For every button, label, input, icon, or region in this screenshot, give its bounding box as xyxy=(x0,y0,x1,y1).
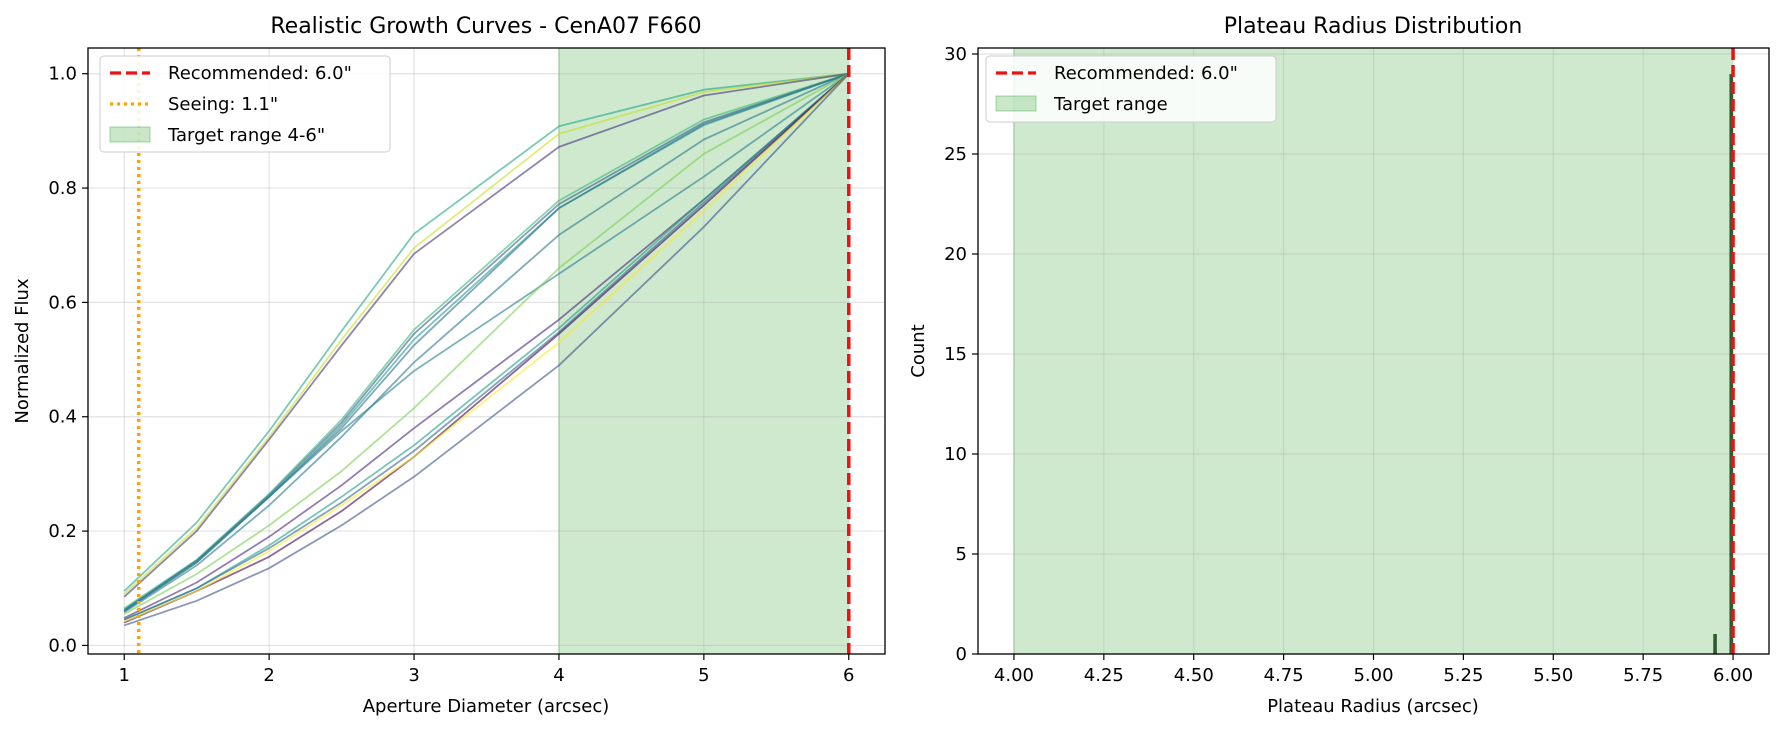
x-tick-label: 5.25 xyxy=(1443,665,1483,686)
growth-curve-curve-07 xyxy=(123,72,850,612)
histogram-bar xyxy=(1729,74,1734,654)
y-tick-label: 1.0 xyxy=(48,64,77,85)
target-range-span xyxy=(1013,48,1734,654)
y-tick-label: 0.0 xyxy=(48,635,77,656)
right-legend-box xyxy=(985,55,1277,123)
x-tick-label: 5.00 xyxy=(1353,665,1393,686)
y-tick-label: 0 xyxy=(956,644,967,665)
histogram-bar xyxy=(1713,634,1717,654)
x-tick-label: 1 xyxy=(119,665,130,686)
y-tick-label: 0.6 xyxy=(48,292,77,313)
growth-curve-curve-13 xyxy=(123,73,850,621)
growth-curve-curve-02 xyxy=(123,72,849,595)
y-tick-label: 0.2 xyxy=(48,521,77,542)
left-x-axis-label: Aperture Diameter (arcsec) xyxy=(363,696,610,717)
growth-curve-curve-10 xyxy=(123,72,850,615)
y-tick-label: 5 xyxy=(956,544,967,565)
plateau-distribution-panel: 4.00 4.25 4.50 4.75 5.00 5.25 5.50 5.75 6.00 0 5 10… xyxy=(908,14,1770,717)
x-tick-label: 4.50 xyxy=(1174,665,1214,686)
growth-curve-curve-01 xyxy=(123,72,849,592)
legend-recommended-label-right: Recommended: 6.0" xyxy=(1054,63,1238,84)
growth-curve-curve-11 xyxy=(123,73,850,619)
y-tick-label: 10 xyxy=(944,444,967,465)
y-tick-label: 25 xyxy=(944,144,967,165)
right-y-axis-label: Count xyxy=(908,324,929,377)
legend-target-range-swatch xyxy=(109,126,151,143)
growth-curves-panel: 1 2 3 4 5 6 0.0 0.2 0.4 0.6 0.8 1.0 Realistic Growt… xyxy=(12,14,886,717)
legend-target-range-swatch-right xyxy=(995,95,1037,112)
legend-target-range-label: Target range 4-6" xyxy=(167,125,325,146)
growth-curve-curve-03 xyxy=(123,72,849,598)
legend-recommended-label: Recommended: 6.0" xyxy=(168,63,352,84)
x-tick-label: 5 xyxy=(698,665,709,686)
left-y-axis-label: Normalized Flux xyxy=(12,278,33,424)
x-tick-label: 4.25 xyxy=(1084,665,1124,686)
x-tick-label: 2 xyxy=(263,665,274,686)
x-tick-label: 5.75 xyxy=(1623,665,1663,686)
x-tick-label: 4.00 xyxy=(994,665,1034,686)
right-chart-title: Plateau Radius Distribution xyxy=(1224,14,1523,39)
right-x-axis-label: Plateau Radius (arcsec) xyxy=(1267,696,1479,717)
x-tick-label: 5.50 xyxy=(1533,665,1573,686)
y-tick-label: 0.8 xyxy=(48,178,77,199)
x-tick-label: 6 xyxy=(843,665,854,686)
left-legend-box xyxy=(99,55,391,153)
growth-curve-curve-15 xyxy=(123,73,850,623)
growth-curve-curve-08 xyxy=(123,72,850,614)
growth-curve-curve-09 xyxy=(123,72,850,611)
x-tick-label: 3 xyxy=(408,665,419,686)
right-legend: Recommended: 6.0" Target range xyxy=(985,55,1277,123)
x-tick-label: 4.75 xyxy=(1264,665,1304,686)
y-tick-label: 30 xyxy=(944,44,967,65)
y-tick-label: 0.4 xyxy=(48,407,77,428)
target-range-span xyxy=(558,48,849,654)
left-legend: Recommended: 6.0" Seeing: 1.1" Target ra… xyxy=(99,55,391,153)
y-tick-label: 15 xyxy=(944,344,967,365)
x-tick-label: 6.00 xyxy=(1713,665,1753,686)
left-chart-title: Realistic Growth Curves - CenA07 F660 xyxy=(270,14,701,39)
legend-seeing-label: Seeing: 1.1" xyxy=(168,94,278,115)
growth-curve-curve-16 xyxy=(123,73,850,627)
left-axes-frame xyxy=(87,47,886,655)
x-tick-label: 4 xyxy=(553,665,564,686)
legend-target-range-label-right: Target range xyxy=(1053,94,1168,115)
y-tick-label: 20 xyxy=(944,244,967,265)
